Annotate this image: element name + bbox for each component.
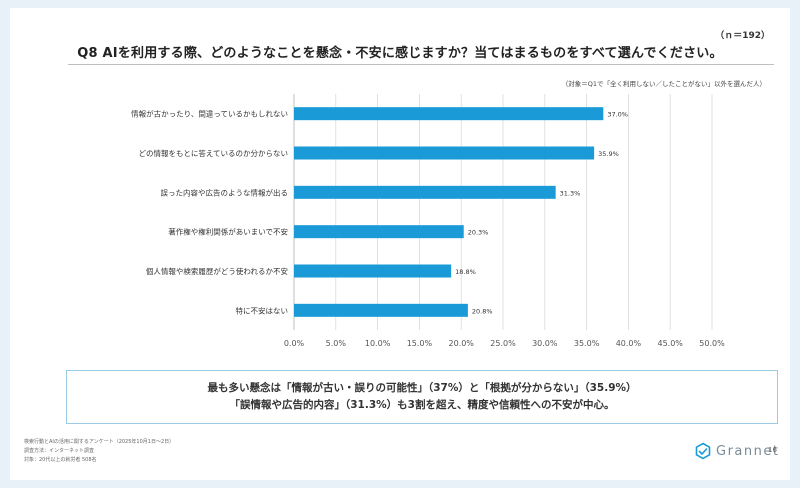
logo-mark-icon (695, 442, 711, 460)
bar (294, 185, 556, 199)
summary-line-2: 「誤情報や広告的内容」（31.3%）も3割を超え、精度や信頼性への不安が中心。 (229, 399, 615, 411)
bar (294, 146, 595, 160)
sample-size-label: （ｎ＝192） (715, 31, 770, 41)
brand-logo: Grannet (694, 442, 779, 460)
bar (294, 264, 452, 278)
x-tick-label: 35.0% (574, 339, 600, 348)
x-tick-label: 40.0% (616, 339, 642, 348)
x-tick-label: 45.0% (657, 339, 683, 348)
x-tick-label: 15.0% (407, 339, 433, 348)
x-tick-label: 20.0% (448, 339, 474, 348)
bar (294, 107, 604, 121)
category-label: どの情報をもとに答えているのか分からない (139, 148, 288, 158)
logo-text: Grannet (716, 443, 780, 459)
category-label: 著作権や権利関係があいまいで不安 (168, 227, 288, 237)
data-label: 18.8% (455, 268, 476, 276)
category-label: 誤った内容や広告のような情報が出る (161, 187, 289, 197)
footnote-line-3: 対象：20代以上の就労者 508名 (24, 457, 97, 463)
slide: （ｎ＝192） Q8 AIを利用する際、どのようなことを懸念・不安に感じますか？… (10, 8, 790, 480)
target-note: （対象＝Q1で「全く利用しない／したことがない」以外を選んだ人） (561, 80, 766, 88)
footnote-line-2: 調査方法：インターネット調査 (24, 448, 95, 454)
data-label: 20.8% (472, 307, 493, 315)
x-tick-label: 50.0% (699, 339, 725, 348)
page-title: Q8 AIを利用する際、どのようなことを懸念・不安に感じますか？当てはまるものを… (77, 46, 723, 61)
summary-box: 最も多い懸念は「情報が古い・誤りの可能性」（37%）と「根拠が分からない」（35… (66, 370, 778, 424)
bar (294, 225, 464, 239)
x-tick-label: 5.0% (326, 339, 347, 348)
data-label: 31.3% (560, 189, 581, 197)
category-label: 個人情報や検索履歴がどう使われるか不安 (146, 266, 289, 276)
data-label: 20.3% (468, 229, 489, 237)
data-label: 35.9% (598, 150, 619, 158)
x-tick-label: 0.0% (284, 339, 305, 348)
x-tick-label: 30.0% (532, 339, 558, 348)
category-label: 情報が古かったり、間違っているかもしれない (131, 109, 288, 119)
x-tick-label: 25.0% (490, 339, 516, 348)
page-number: 16 (768, 446, 777, 454)
x-tick-label: 10.0% (365, 339, 391, 348)
data-label: 37.0% (607, 111, 628, 119)
survey-footnote: 検索行動とAIの活用に関するアンケート（2025年10月1日～2日） 調査方法：… (24, 438, 174, 465)
footnote-line-1: 検索行動とAIの活用に関するアンケート（2025年10月1日～2日） (24, 439, 175, 445)
bar (294, 303, 468, 317)
category-label: 特に不安はない (236, 305, 289, 315)
title-divider (68, 64, 774, 65)
bar-chart: 0.0% 5.0% 10.0% 15.0% 20.0% 25.0% 30.0% 35.0% 40… (131, 94, 725, 348)
summary-line-1: 最も多い懸念は「情報が古い・誤りの可能性」（37%）と「根拠が分からない」（35… (207, 382, 637, 394)
